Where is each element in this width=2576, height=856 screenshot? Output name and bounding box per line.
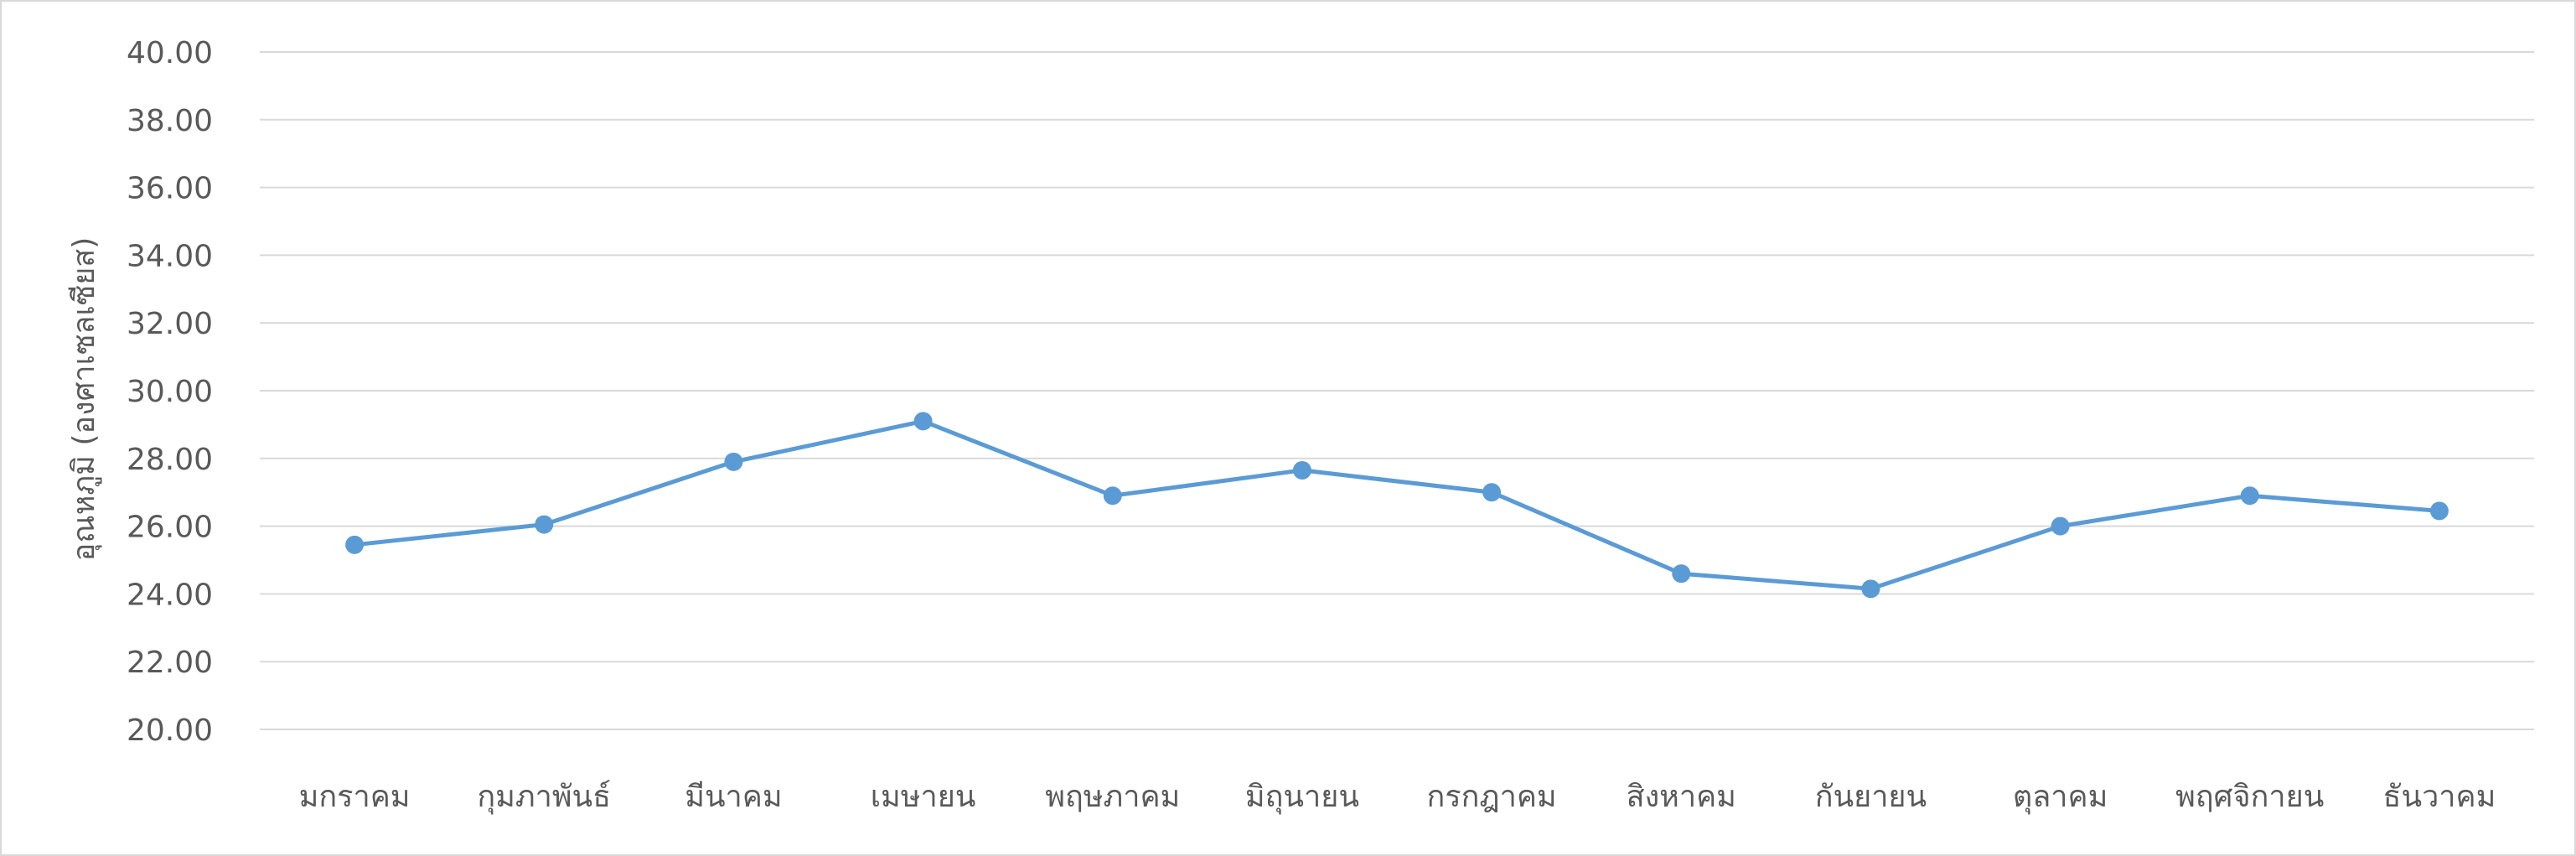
gridlines bbox=[260, 51, 2534, 730]
y-tick-label: 34.00 bbox=[127, 239, 213, 273]
data-point bbox=[2429, 501, 2449, 521]
data-point bbox=[2240, 486, 2259, 506]
x-tick-label: พฤศจิกายน bbox=[2175, 780, 2324, 814]
x-axis-ticks: มกราคม กุมภาพันธ์ มีนาคม เมษายน พฤษภาคม มิถุน… bbox=[299, 780, 2496, 815]
series-line bbox=[352, 418, 2442, 591]
x-tick-label: มิถุนายน bbox=[1245, 780, 1359, 815]
y-axis-ticks: 20.00 22.00 24.00 26.00 28.00 30.00 32.00 34.00… bbox=[127, 36, 213, 748]
data-point bbox=[1672, 564, 1691, 584]
y-tick-label: 20.00 bbox=[127, 713, 213, 748]
point-layer bbox=[345, 412, 2449, 599]
data-point bbox=[1103, 486, 1122, 506]
y-tick-label: 30.00 bbox=[127, 375, 213, 409]
data-point bbox=[913, 412, 933, 431]
data-point bbox=[345, 535, 365, 554]
series-layer bbox=[352, 418, 2442, 591]
y-tick-label: 24.00 bbox=[127, 578, 213, 612]
y-tick-label: 36.00 bbox=[127, 172, 213, 206]
x-tick-label: มกราคม bbox=[299, 780, 411, 814]
x-tick-label: มีนาคม bbox=[685, 780, 782, 814]
x-tick-label: กรกฎาคม bbox=[1427, 780, 1557, 814]
data-point bbox=[2051, 516, 2070, 536]
data-point bbox=[1292, 460, 1311, 480]
data-point bbox=[724, 452, 743, 471]
x-tick-label: กันยายน bbox=[1815, 780, 1927, 814]
x-tick-label: ธันวาคม bbox=[2383, 780, 2496, 814]
x-tick-label: กุมภาพันธ์ bbox=[477, 780, 611, 815]
y-tick-label: 26.00 bbox=[127, 511, 213, 545]
y-tick-label: 32.00 bbox=[127, 307, 213, 341]
x-tick-label: เมษายน bbox=[871, 780, 976, 814]
y-tick-label: 40.00 bbox=[127, 36, 213, 70]
data-point bbox=[1482, 483, 1502, 502]
y-tick-label: 38.00 bbox=[127, 104, 213, 138]
y-tick-label: 22.00 bbox=[127, 646, 213, 680]
x-tick-label: สิงหาคม bbox=[1627, 780, 1736, 814]
y-tick-label: 28.00 bbox=[127, 443, 213, 477]
data-point bbox=[535, 515, 554, 534]
x-tick-label: พฤษภาคม bbox=[1045, 780, 1180, 814]
y-axis-title: อุณหภูมิ (องศาเซลเซียส) bbox=[67, 237, 102, 562]
data-point bbox=[1861, 579, 1880, 599]
x-tick-label: ตุลาคม bbox=[2013, 780, 2108, 815]
